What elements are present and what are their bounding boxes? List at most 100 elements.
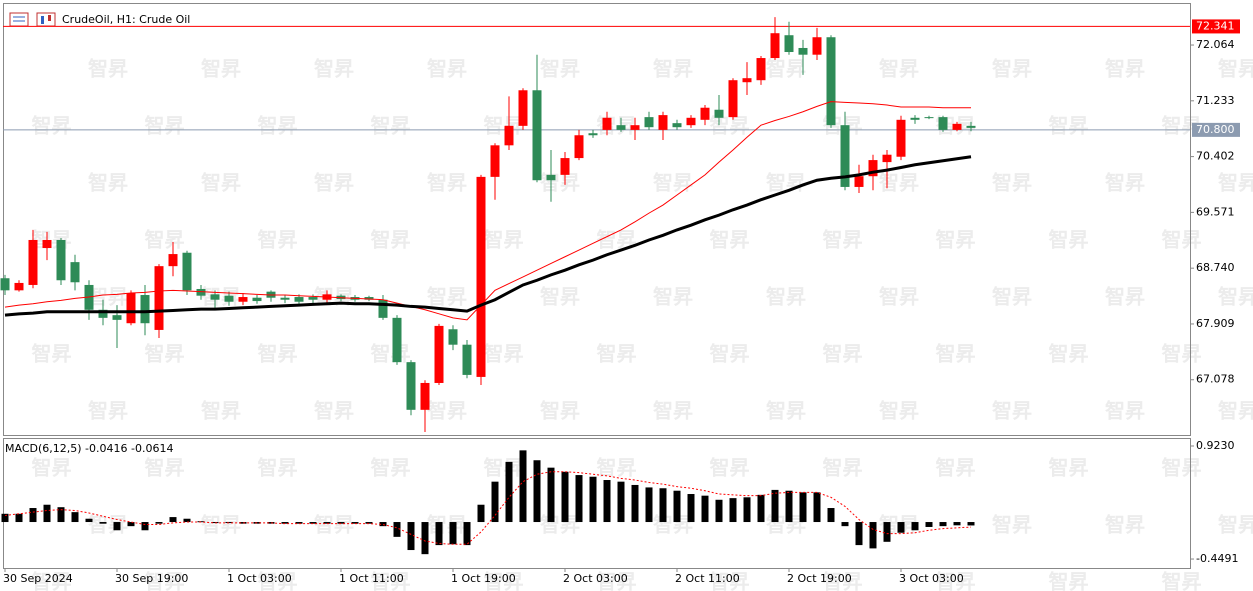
candle-body [658, 115, 668, 130]
candle-body [448, 329, 458, 345]
x-tick-label: 1 Oct 03:00 [227, 572, 292, 585]
chart-title: CrudeOil, H1: Crude Oil [62, 13, 190, 26]
watermark: 智昇 [32, 342, 72, 366]
macd-bar [617, 481, 625, 523]
candle-body [952, 123, 962, 130]
macd-bar [477, 504, 485, 523]
watermark: 智昇 [766, 57, 806, 81]
candle-body [504, 125, 514, 146]
candle-body [252, 297, 262, 302]
watermark: 智昇 [1105, 171, 1145, 195]
price-label: 72.341 [1196, 19, 1235, 32]
macd-bar [491, 481, 499, 523]
watermark: 智昇 [201, 171, 241, 195]
watermark: 智昇 [597, 456, 637, 480]
candle-body [140, 295, 150, 324]
candle-body [644, 117, 654, 128]
moving-average [4, 155, 972, 317]
candle-body [896, 119, 906, 157]
macd-bar [365, 522, 373, 524]
macd-bar [701, 495, 709, 523]
watermark: 智昇 [597, 342, 637, 366]
watermark: 智昇 [371, 114, 411, 138]
candle-body [812, 37, 822, 55]
watermark: 智昇 [32, 456, 72, 480]
watermark: 智昇 [992, 399, 1032, 423]
watermark: 智昇 [597, 570, 637, 591]
macd-bar [785, 490, 793, 523]
watermark: 智昇 [201, 399, 241, 423]
watermark: 智昇 [823, 570, 863, 591]
macd-panel [3, 438, 1191, 569]
macd-bar [757, 494, 765, 523]
macd-bar [547, 467, 555, 523]
candle-body [210, 294, 220, 300]
candle-body [168, 254, 178, 267]
macd-bar [925, 522, 933, 527]
x-tick-label: 1 Oct 11:00 [339, 572, 404, 585]
watermark: 智昇 [371, 228, 411, 252]
x-tick-label: 30 Sep 19:00 [115, 572, 188, 585]
candle-body [728, 80, 738, 118]
macd-bar [155, 522, 163, 524]
candle-body [364, 297, 374, 300]
x-tick-label: 2 Oct 11:00 [675, 572, 740, 585]
watermark: 智昇 [936, 228, 976, 252]
y-tick-label: 71.233 [1196, 94, 1235, 107]
watermark: 智昇 [484, 114, 524, 138]
macd-bar [575, 475, 583, 523]
symbol-icon [9, 12, 56, 27]
macd-bar [827, 508, 835, 523]
candle-body [966, 125, 976, 128]
watermark: 智昇 [936, 342, 976, 366]
candle-body [70, 262, 80, 283]
candle-body [700, 107, 710, 120]
candle-body [784, 35, 794, 53]
macd-bar [463, 522, 471, 546]
candle-body [420, 382, 430, 410]
watermark: 智昇 [484, 456, 524, 480]
watermark: 智昇 [145, 570, 185, 591]
candle-body [98, 309, 108, 318]
watermark: 智昇 [484, 570, 524, 591]
watermark: 智昇 [484, 342, 524, 366]
watermark: 智昇 [484, 228, 524, 252]
candle-body [546, 174, 556, 181]
candle-body [770, 33, 780, 59]
watermark: 智昇 [201, 513, 241, 537]
y-tick-label: 72.064 [1196, 38, 1235, 51]
macd-bar [631, 484, 639, 523]
watermark: 智昇 [653, 171, 693, 195]
watermark: 智昇 [258, 342, 298, 366]
icon [48, 15, 51, 21]
x-tick-label: 2 Oct 03:00 [563, 572, 628, 585]
watermark: 智昇 [314, 171, 354, 195]
macd-bar [351, 522, 359, 524]
macd-bar [71, 512, 79, 523]
watermark: 智昇 [879, 285, 919, 309]
candle-body [630, 125, 640, 130]
icon [9, 12, 29, 27]
watermark: 智昇 [1218, 513, 1253, 537]
watermark: 智昇 [1049, 342, 1089, 366]
macd-bar [1, 513, 9, 523]
macd-bar [127, 522, 135, 527]
macd-signal [4, 471, 972, 545]
candle-body [42, 239, 52, 249]
watermark: 智昇 [427, 513, 467, 537]
watermark: 智昇 [540, 513, 580, 537]
candle-body [826, 37, 836, 126]
y-tick-label: 68.740 [1196, 261, 1235, 274]
watermark: 智昇 [1049, 456, 1089, 480]
watermark: 智昇 [540, 171, 580, 195]
candle-body [532, 90, 542, 181]
price-label-box [1192, 122, 1240, 137]
macd-bar [337, 522, 345, 524]
macd-bar [673, 490, 681, 523]
x-tick-label: 30 Sep 2024 [3, 572, 73, 585]
macd-bar [505, 461, 513, 523]
candle-body [308, 297, 318, 300]
macd-bar [687, 494, 695, 523]
macd-bar [603, 480, 611, 523]
